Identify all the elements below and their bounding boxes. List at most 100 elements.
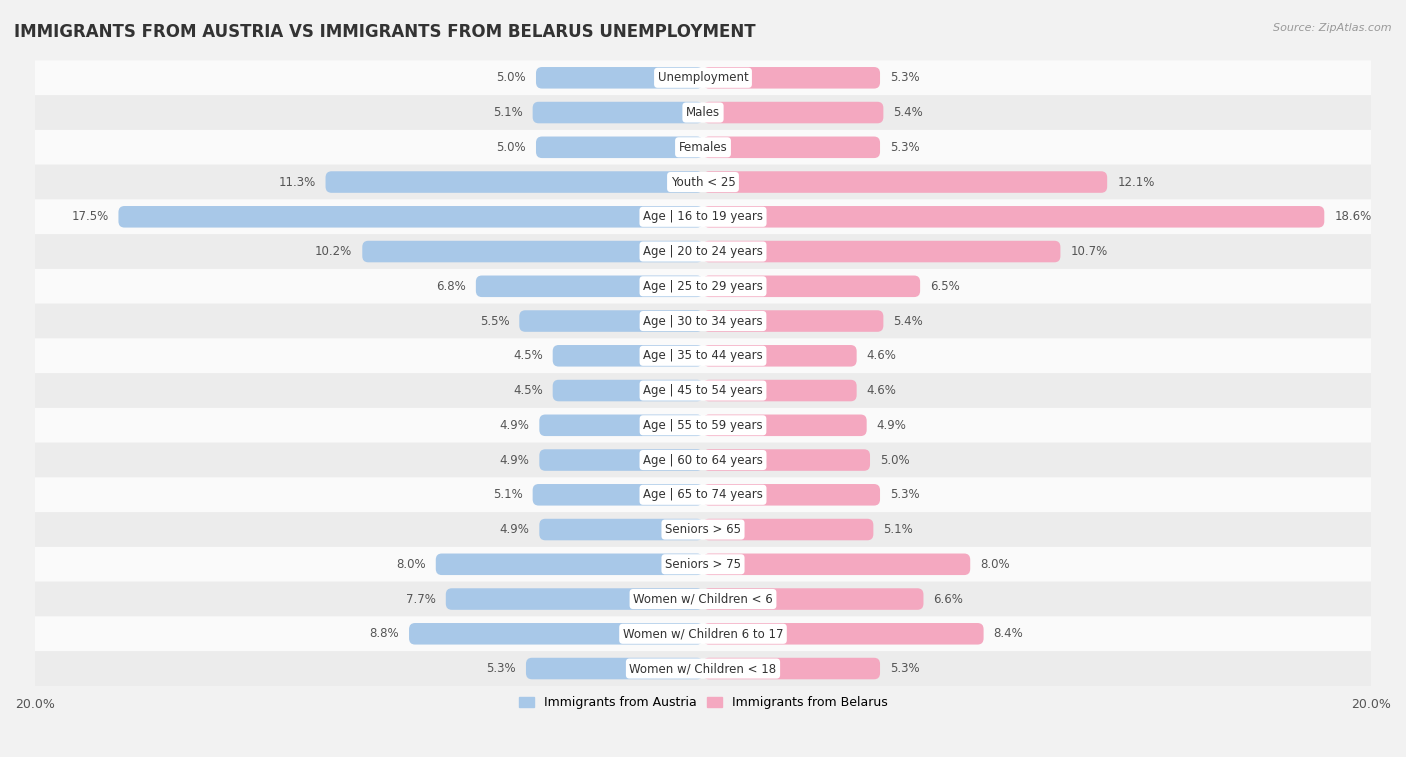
FancyBboxPatch shape xyxy=(703,310,883,332)
Text: 5.1%: 5.1% xyxy=(494,106,523,119)
Text: 4.9%: 4.9% xyxy=(499,419,529,431)
FancyBboxPatch shape xyxy=(553,345,703,366)
FancyBboxPatch shape xyxy=(703,136,880,158)
Text: 7.7%: 7.7% xyxy=(406,593,436,606)
Text: IMMIGRANTS FROM AUSTRIA VS IMMIGRANTS FROM BELARUS UNEMPLOYMENT: IMMIGRANTS FROM AUSTRIA VS IMMIGRANTS FR… xyxy=(14,23,755,41)
FancyBboxPatch shape xyxy=(703,171,1107,193)
FancyBboxPatch shape xyxy=(553,380,703,401)
FancyBboxPatch shape xyxy=(703,415,866,436)
Text: 5.3%: 5.3% xyxy=(890,488,920,501)
FancyBboxPatch shape xyxy=(703,588,924,610)
FancyBboxPatch shape xyxy=(35,199,1371,234)
FancyBboxPatch shape xyxy=(35,581,1371,616)
Text: 5.0%: 5.0% xyxy=(496,71,526,84)
FancyBboxPatch shape xyxy=(118,206,703,228)
Text: 5.5%: 5.5% xyxy=(479,315,509,328)
Text: 4.5%: 4.5% xyxy=(513,384,543,397)
FancyBboxPatch shape xyxy=(35,269,1371,304)
Text: 18.6%: 18.6% xyxy=(1334,210,1372,223)
FancyBboxPatch shape xyxy=(519,310,703,332)
FancyBboxPatch shape xyxy=(35,130,1371,165)
Text: 10.7%: 10.7% xyxy=(1070,245,1108,258)
FancyBboxPatch shape xyxy=(703,519,873,540)
Text: 8.8%: 8.8% xyxy=(370,628,399,640)
Text: 5.3%: 5.3% xyxy=(890,71,920,84)
Text: 6.8%: 6.8% xyxy=(436,280,465,293)
Text: 4.9%: 4.9% xyxy=(877,419,907,431)
Text: 5.4%: 5.4% xyxy=(893,106,924,119)
FancyBboxPatch shape xyxy=(35,408,1371,443)
Text: 8.0%: 8.0% xyxy=(396,558,426,571)
Text: Age | 16 to 19 years: Age | 16 to 19 years xyxy=(643,210,763,223)
FancyBboxPatch shape xyxy=(526,658,703,679)
Text: Age | 45 to 54 years: Age | 45 to 54 years xyxy=(643,384,763,397)
Text: Age | 30 to 34 years: Age | 30 to 34 years xyxy=(643,315,763,328)
Text: 5.3%: 5.3% xyxy=(890,662,920,675)
Text: Females: Females xyxy=(679,141,727,154)
FancyBboxPatch shape xyxy=(35,61,1371,95)
FancyBboxPatch shape xyxy=(540,415,703,436)
FancyBboxPatch shape xyxy=(540,449,703,471)
Text: 5.4%: 5.4% xyxy=(893,315,924,328)
Text: Seniors > 75: Seniors > 75 xyxy=(665,558,741,571)
FancyBboxPatch shape xyxy=(703,484,880,506)
FancyBboxPatch shape xyxy=(536,136,703,158)
FancyBboxPatch shape xyxy=(540,519,703,540)
Text: 5.0%: 5.0% xyxy=(880,453,910,466)
Text: 5.1%: 5.1% xyxy=(883,523,912,536)
Text: 12.1%: 12.1% xyxy=(1118,176,1154,188)
Text: 6.6%: 6.6% xyxy=(934,593,963,606)
Text: Seniors > 65: Seniors > 65 xyxy=(665,523,741,536)
FancyBboxPatch shape xyxy=(446,588,703,610)
FancyBboxPatch shape xyxy=(35,95,1371,130)
FancyBboxPatch shape xyxy=(703,276,920,297)
FancyBboxPatch shape xyxy=(35,165,1371,199)
FancyBboxPatch shape xyxy=(703,449,870,471)
Text: Women w/ Children < 6: Women w/ Children < 6 xyxy=(633,593,773,606)
Text: Women w/ Children < 18: Women w/ Children < 18 xyxy=(630,662,776,675)
FancyBboxPatch shape xyxy=(35,234,1371,269)
Text: Males: Males xyxy=(686,106,720,119)
FancyBboxPatch shape xyxy=(703,101,883,123)
Text: Source: ZipAtlas.com: Source: ZipAtlas.com xyxy=(1274,23,1392,33)
Legend: Immigrants from Austria, Immigrants from Belarus: Immigrants from Austria, Immigrants from… xyxy=(513,691,893,714)
FancyBboxPatch shape xyxy=(703,67,880,89)
Text: Age | 20 to 24 years: Age | 20 to 24 years xyxy=(643,245,763,258)
FancyBboxPatch shape xyxy=(703,380,856,401)
FancyBboxPatch shape xyxy=(35,373,1371,408)
Text: 4.9%: 4.9% xyxy=(499,523,529,536)
FancyBboxPatch shape xyxy=(35,651,1371,686)
Text: Youth < 25: Youth < 25 xyxy=(671,176,735,188)
Text: 6.5%: 6.5% xyxy=(931,280,960,293)
Text: 4.9%: 4.9% xyxy=(499,453,529,466)
Text: Age | 55 to 59 years: Age | 55 to 59 years xyxy=(643,419,763,431)
FancyBboxPatch shape xyxy=(35,478,1371,512)
FancyBboxPatch shape xyxy=(35,443,1371,478)
FancyBboxPatch shape xyxy=(35,512,1371,547)
Text: Age | 35 to 44 years: Age | 35 to 44 years xyxy=(643,349,763,363)
FancyBboxPatch shape xyxy=(35,338,1371,373)
Text: 8.0%: 8.0% xyxy=(980,558,1010,571)
FancyBboxPatch shape xyxy=(409,623,703,644)
Text: 5.3%: 5.3% xyxy=(890,141,920,154)
FancyBboxPatch shape xyxy=(703,658,880,679)
FancyBboxPatch shape xyxy=(703,345,856,366)
Text: 17.5%: 17.5% xyxy=(72,210,108,223)
FancyBboxPatch shape xyxy=(703,623,984,644)
Text: Age | 60 to 64 years: Age | 60 to 64 years xyxy=(643,453,763,466)
Text: 4.6%: 4.6% xyxy=(866,349,897,363)
FancyBboxPatch shape xyxy=(363,241,703,263)
Text: Age | 25 to 29 years: Age | 25 to 29 years xyxy=(643,280,763,293)
FancyBboxPatch shape xyxy=(326,171,703,193)
FancyBboxPatch shape xyxy=(35,616,1371,651)
Text: 4.6%: 4.6% xyxy=(866,384,897,397)
Text: 5.1%: 5.1% xyxy=(494,488,523,501)
Text: 5.0%: 5.0% xyxy=(496,141,526,154)
FancyBboxPatch shape xyxy=(703,241,1060,263)
Text: 11.3%: 11.3% xyxy=(278,176,315,188)
FancyBboxPatch shape xyxy=(703,553,970,575)
Text: 10.2%: 10.2% xyxy=(315,245,353,258)
FancyBboxPatch shape xyxy=(533,101,703,123)
FancyBboxPatch shape xyxy=(703,206,1324,228)
FancyBboxPatch shape xyxy=(436,553,703,575)
